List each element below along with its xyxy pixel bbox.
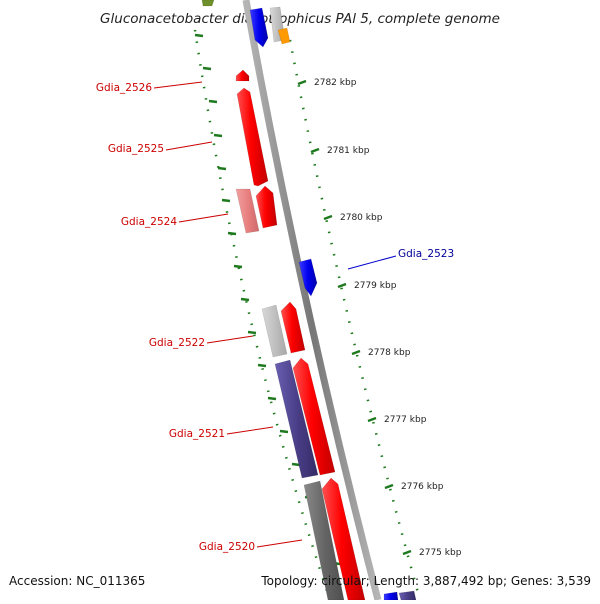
topology-text: Topology: circular [261,574,366,588]
gene-block-gdia-2522[interactable] [280,301,306,354]
gene-label-gdia-2522[interactable]: Gdia_2522 [149,337,205,349]
ruler-tick-mark [310,147,320,154]
gene-label-leader [226,426,274,435]
ruler-tick-label: 2782 kbp [314,78,357,88]
ruler-tick-mark [402,549,412,556]
outer-dotted-guide [288,39,422,601]
ruler-tick-mark [323,214,333,221]
gene-features [201,0,417,601]
inner-tick-mark [257,363,267,368]
inner-tick-mark [267,396,277,401]
ruler-tick-label: 2775 kbp [419,548,462,558]
gene-label-leader [347,255,397,270]
gene-labels: Gdia_2526 Gdia_2525 Gdia_2524 Gdia_2523 Gdia… [96,81,454,553]
inner-tick-mark [233,264,243,269]
ruler-tick-label: 2778 kbp [368,348,411,358]
gene-label-leader [178,213,229,223]
inner-tick-mark [291,462,301,467]
gene-block-gdia-2521[interactable] [292,357,336,476]
gene-block-top-olive[interactable] [201,0,215,7]
gene-block-bottom-purple[interactable] [398,590,417,601]
ruler-tick-mark [384,483,394,490]
gene-block-gdia-2521-purple[interactable] [274,359,319,479]
gene-block-top-blue[interactable] [249,7,269,48]
map-title: Gluconacetobacter diazotrophicus PAl 5, … [100,11,500,27]
ruler-tick-mark [337,282,347,289]
gene-label-gdia-2526[interactable]: Gdia_2526 [96,82,152,94]
gene-label-leader [165,141,213,151]
ruler-tick-label: 2781 kbp [327,146,370,156]
gene-block-gdia-2526[interactable] [235,69,250,82]
inner-tick-mark [213,133,223,138]
inner-tick-mark [247,330,257,335]
gene-block-gdia-2525[interactable] [236,87,269,187]
inner-tick-mark [194,33,204,38]
ruler-ticks: 2782 kbp 2781 kbp 2780 kbp 2779 kbp 2778 kbp… [194,33,462,566]
ruler-tick-label: 2779 kbp [354,281,397,291]
gene-label-gdia-2520[interactable]: Gdia_2520 [199,541,255,553]
inner-tick-mark [279,429,289,434]
gene-block-gdia-2524-light[interactable] [235,188,260,234]
genes-text: Genes: 3,539 [510,574,591,588]
ruler-tick-mark [297,79,307,86]
ruler-tick-label: 2777 kbp [384,415,427,425]
inner-tick-mark [240,297,250,302]
inner-tick-mark [202,66,212,71]
gene-block-gdia-2524[interactable] [255,185,278,229]
gene-block-bottom-blue[interactable] [383,591,399,601]
inner-dotted-guide [193,29,332,601]
inner-tick-mark [217,166,227,171]
gene-block-gdia-2523[interactable] [298,258,318,297]
gene-block-gdia-2520[interactable] [321,477,366,601]
gene-block-gdia-2522-gray[interactable] [261,304,288,358]
length-text: Length: 3,887,492 bp [373,574,503,588]
ruler-tick-mark [351,349,361,356]
genome-backbone [242,0,382,601]
ruler-tick-label: 2776 kbp [401,482,444,492]
ruler-tick-label: 2780 kbp [340,213,383,223]
inner-tick-mark [221,198,231,203]
gene-label-leader [256,539,303,548]
inner-tick-mark [208,99,218,104]
gene-label-leader [206,335,254,344]
genome-stats: Topology: circular; Length: 3,887,492 bp… [261,574,591,588]
inner-tick-mark [227,231,237,236]
gene-label-gdia-2521[interactable]: Gdia_2521 [169,428,225,440]
accession-text: Accession: NC_011365 [9,574,146,588]
gene-label-gdia-2523[interactable]: Gdia_2523 [398,248,454,260]
gene-label-gdia-2524[interactable]: Gdia_2524 [121,216,177,228]
ruler-tick-mark [367,416,377,423]
gene-label-gdia-2525[interactable]: Gdia_2525 [108,143,164,155]
gene-block-top-orange[interactable] [277,27,291,45]
gene-label-leader [153,81,203,89]
